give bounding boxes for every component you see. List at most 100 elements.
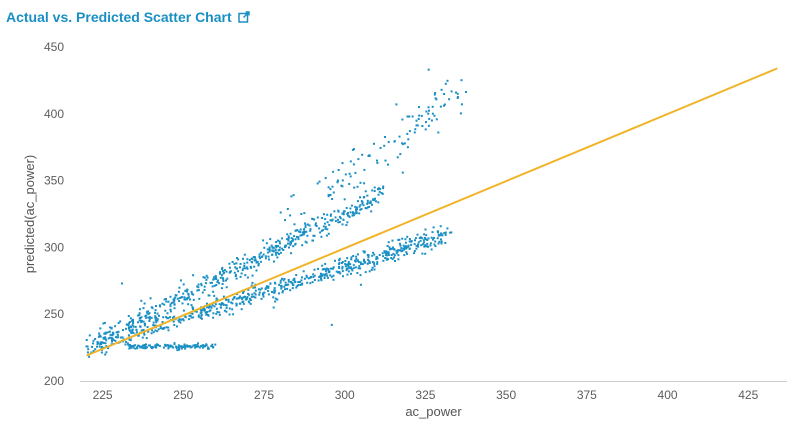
data-point <box>438 240 441 243</box>
data-point <box>340 184 343 187</box>
data-point <box>147 310 150 313</box>
data-point <box>391 258 394 261</box>
data-point <box>324 269 327 272</box>
data-point <box>358 212 361 215</box>
data-point <box>403 254 406 257</box>
data-point <box>132 331 135 334</box>
data-point <box>152 331 155 334</box>
data-point <box>421 125 424 127</box>
data-point <box>343 198 346 201</box>
data-point <box>330 267 332 270</box>
data-point <box>235 277 238 280</box>
data-point <box>284 219 286 222</box>
data-point <box>116 336 119 339</box>
data-point <box>359 283 362 286</box>
data-point <box>258 255 261 258</box>
data-point <box>215 277 218 280</box>
data-point <box>287 242 289 245</box>
data-point <box>369 200 372 203</box>
x-tick-label: 325 <box>415 388 435 402</box>
data-point <box>205 274 208 277</box>
panel-title[interactable]: Actual vs. Predicted Scatter Chart <box>6 9 232 25</box>
data-point <box>355 255 358 258</box>
data-point <box>353 148 355 151</box>
data-point <box>372 251 375 254</box>
data-point <box>146 311 148 314</box>
data-point <box>119 336 122 339</box>
data-point <box>325 267 328 270</box>
data-point <box>271 291 273 293</box>
data-point <box>103 332 106 335</box>
data-point <box>287 283 290 286</box>
data-point <box>195 310 198 313</box>
data-point <box>181 296 183 299</box>
data-point <box>356 259 359 262</box>
data-point <box>278 242 281 245</box>
data-point <box>234 266 237 269</box>
data-point <box>404 241 407 244</box>
data-point <box>398 135 401 138</box>
data-point <box>138 319 141 322</box>
data-point <box>207 294 210 297</box>
data-point <box>191 312 194 315</box>
data-point <box>424 228 427 231</box>
data-point <box>325 272 328 275</box>
data-point <box>350 204 353 207</box>
data-point <box>281 290 284 293</box>
data-point <box>287 278 290 281</box>
data-point <box>292 239 294 242</box>
data-point <box>184 345 186 348</box>
data-point <box>281 237 283 240</box>
data-point <box>332 274 335 277</box>
data-point <box>110 326 113 329</box>
data-point <box>207 314 209 316</box>
data-point <box>354 171 357 174</box>
data-point <box>407 138 410 141</box>
data-point <box>262 239 265 242</box>
data-point <box>326 213 329 216</box>
data-point <box>387 141 390 144</box>
data-point <box>332 278 335 281</box>
data-point <box>154 311 156 314</box>
data-point <box>170 301 173 304</box>
data-point <box>132 322 134 325</box>
data-point <box>111 340 113 343</box>
external-link-icon[interactable] <box>237 11 250 23</box>
data-point <box>154 315 157 318</box>
data-point <box>273 281 276 284</box>
data-point <box>420 114 423 117</box>
data-point <box>87 348 90 351</box>
data-point <box>356 185 359 188</box>
data-point <box>413 131 416 134</box>
data-point <box>300 234 303 237</box>
data-point <box>401 142 404 145</box>
data-point <box>373 186 376 189</box>
data-point <box>371 189 374 192</box>
y-tick-label: 300 <box>44 240 64 254</box>
data-point <box>199 316 202 319</box>
data-point <box>291 283 294 286</box>
data-point <box>128 338 131 341</box>
data-point <box>200 345 203 348</box>
data-point <box>178 348 181 351</box>
data-point <box>361 201 364 204</box>
data-point <box>385 258 388 261</box>
data-point <box>355 258 358 260</box>
data-point <box>169 303 172 306</box>
data-point <box>161 321 164 323</box>
data-point <box>413 250 416 252</box>
data-point <box>322 225 325 228</box>
data-point <box>197 286 200 289</box>
data-point <box>455 91 457 94</box>
data-point <box>100 345 103 348</box>
data-point <box>364 190 367 193</box>
data-point <box>324 225 327 228</box>
data-point <box>397 249 400 252</box>
data-point <box>344 173 347 176</box>
data-point <box>279 281 282 284</box>
data-point <box>203 289 206 291</box>
data-point <box>274 251 277 254</box>
data-point <box>356 253 359 256</box>
data-point <box>301 244 304 247</box>
